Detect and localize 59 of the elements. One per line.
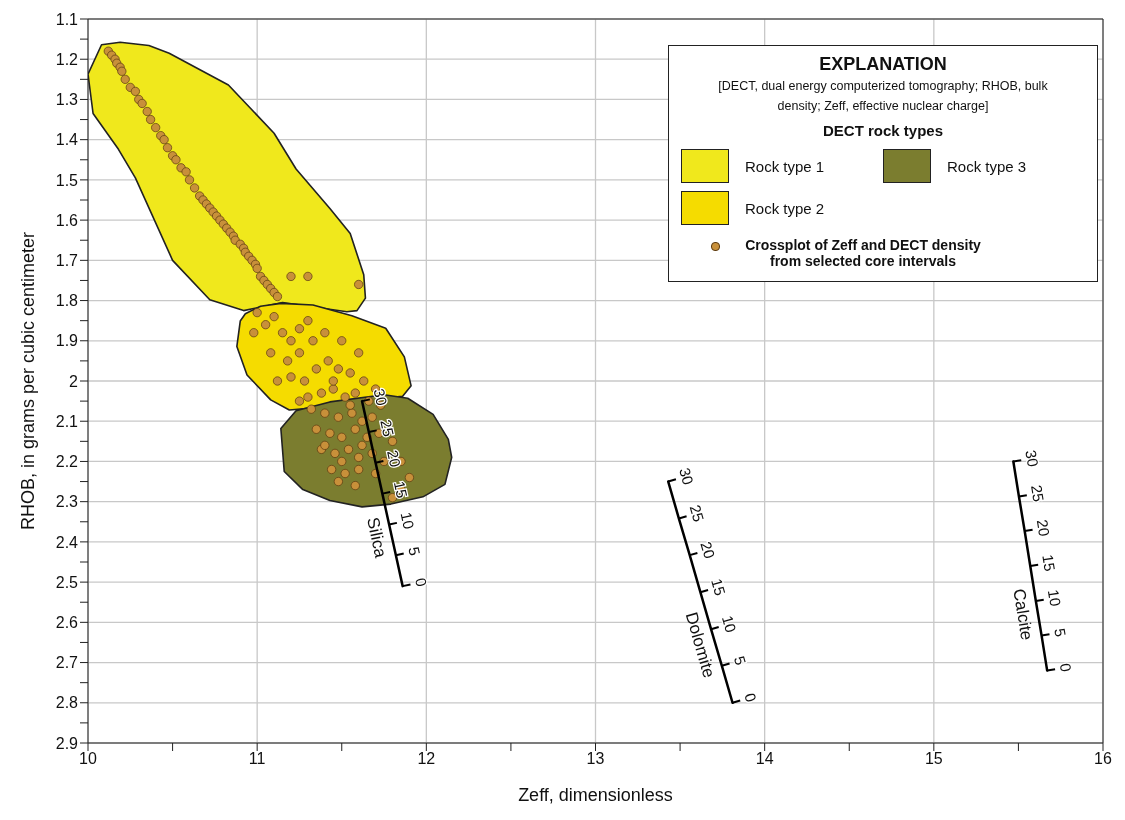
x-axis-title: Zeff, dimensionless [518,785,673,805]
legend-label: Rock type 2 [745,199,825,217]
annotation: 10 [718,613,740,635]
y-tick-label: 1.3 [55,91,79,109]
annotation: 20 [697,539,719,561]
annotation: 20 [1033,518,1054,538]
annotation: 25 [686,502,708,524]
annotation: 10 [397,510,418,531]
annotation: DECT rock types [821,122,944,139]
annotation: 30 [370,387,391,408]
x-tick-label: 10 [79,750,97,768]
y-tick-label: 1.9 [55,332,79,350]
x-tick-label: 16 [1094,750,1112,768]
annotation: 15 [708,576,730,598]
y-tick-label: 1.4 [55,131,79,149]
annotation: 25 [377,418,398,438]
annotation: 30 [1022,448,1042,468]
annotation: 15 [390,479,411,500]
y-tick-label: 2.2 [55,453,79,471]
y-tick-label: 2.1 [55,412,79,430]
legend-title: EXPLANATION [818,54,948,75]
y-axis-title: RHOB, in grams per cubic centimeter [18,231,39,531]
text: Silica [363,515,391,560]
x-tick-label: 13 [586,750,605,768]
y-tick-label: 1.1 [55,10,79,28]
text: Dolomite [681,610,719,680]
y-tick-label: 2.6 [55,614,79,632]
y-tick-label: 1.6 [55,211,79,229]
annotation: 0 [741,691,761,704]
annotation: 5 [405,545,424,557]
annotation: 15 [1039,553,1059,573]
x-tick-label: 12 [417,750,436,768]
y-tick-label: 2 [69,372,79,390]
x-tick-label: 11 [248,750,266,768]
annotation: 0 [412,576,431,588]
legend-label: Rock type 1 [745,157,825,175]
annotation: 5 [730,654,750,667]
legend-label: Crossplot of Zeff and DECT density from selected core intervals [744,237,982,269]
text: Calcite [1009,587,1037,642]
annotation: 0 [1056,662,1075,674]
y-tick-label: 2.8 [55,694,79,712]
x-tick-label: 14 [755,750,774,768]
y-tick-label: 1.2 [55,50,79,68]
y-tick-label: 2.3 [55,493,79,511]
y-tick-label: 2.4 [55,533,79,551]
annotation: [DECT, dual energy computerized tomography; RHOB, bulk density; Zeff, effective nuclear charge] [717,78,1049,115]
annotation: 10 [1044,588,1065,608]
annotation: 5 [1051,627,1070,639]
annotation: 25 [1027,483,1048,503]
annotation: 20 [384,448,405,469]
legend-label: Rock type 3 [947,157,1027,175]
y-tick-label: 2.5 [55,573,79,591]
y-tick-label: 1.8 [55,292,79,310]
y-tick-label: 1.5 [55,171,79,189]
x-tick-label: 15 [924,750,943,768]
annotation: 30 [676,465,697,487]
y-tick-label: 1.7 [55,252,79,270]
y-tick-label: 2.9 [55,734,79,752]
y-tick-label: 2.7 [55,654,79,672]
